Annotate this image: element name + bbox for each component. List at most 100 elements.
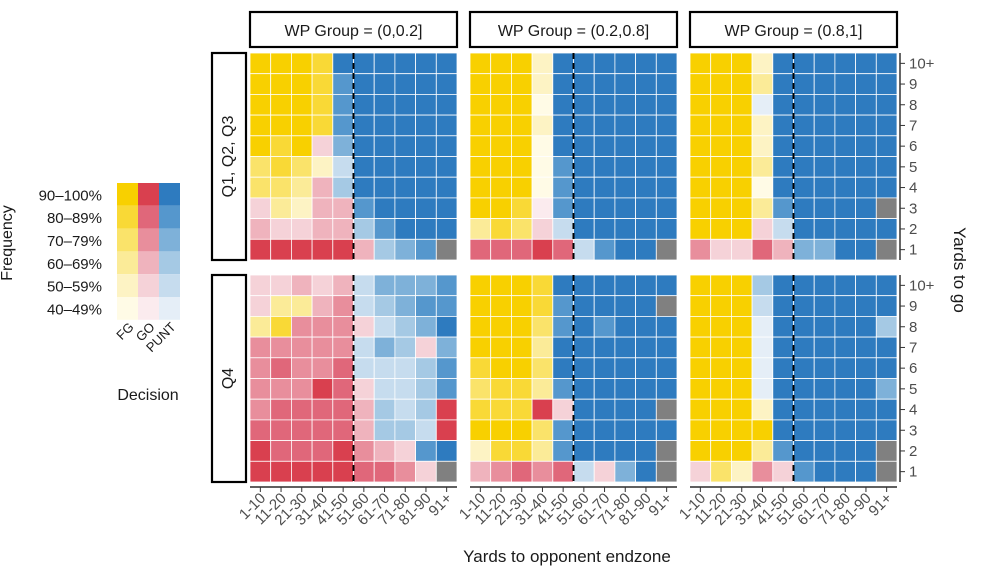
heat-cell: [490, 176, 512, 199]
heat-cell: [635, 398, 657, 421]
heat-cell: [689, 398, 712, 421]
heat-cell: [415, 94, 437, 116]
y-tick-label: 2: [909, 221, 917, 238]
heat-cell: [751, 238, 774, 261]
heat-cell: [689, 378, 712, 400]
heat-cell: [614, 440, 637, 462]
heat-cell: [772, 274, 794, 297]
x-tick-label: 91+: [865, 490, 895, 520]
heat-cell: [249, 238, 272, 261]
heat-cell: [751, 218, 774, 240]
heat-cell: [435, 295, 458, 317]
strip-box: [210, 273, 248, 484]
heat-cell: [731, 52, 753, 75]
heat-cell: [689, 419, 712, 441]
heat-cell: [490, 73, 512, 95]
heat-cell: [635, 176, 657, 199]
legend-swatch: [159, 274, 180, 297]
heat-cell: [751, 460, 774, 483]
legend-swatch: [159, 183, 180, 206]
heat-cell: [772, 378, 794, 400]
heat-cell: [751, 114, 774, 137]
legend-swatch: [159, 205, 180, 229]
heat-cell: [249, 460, 272, 483]
heat-cell: [689, 295, 712, 317]
heat-cell: [469, 73, 492, 95]
heat-cell: [793, 357, 815, 379]
heat-cell: [655, 176, 678, 199]
heat-cell: [249, 295, 272, 317]
legend-bin-label: 70–79%: [47, 233, 102, 250]
heat-cell: [875, 197, 898, 219]
heat-cell: [332, 238, 354, 261]
heat-cell: [710, 238, 732, 261]
heat-cell: [290, 419, 313, 441]
y-tick-label: 5: [909, 381, 917, 398]
heat-cell: [855, 460, 877, 483]
heat-cell: [353, 135, 375, 157]
heat-cell: [353, 440, 375, 462]
heat-cell: [552, 440, 574, 462]
heat-cell: [373, 440, 396, 462]
heat-cell: [270, 440, 292, 462]
heat-cell: [353, 156, 375, 178]
heat-cell: [552, 73, 574, 95]
heat-cell: [290, 94, 313, 116]
heat-cell: [593, 357, 616, 379]
x-axis-title: Yards to opponent endzone: [463, 547, 671, 566]
heat-cell: [490, 295, 512, 317]
heat-cell: [311, 176, 334, 199]
heat-cell: [394, 460, 416, 483]
heat-cell: [731, 460, 753, 483]
heat-cell: [332, 218, 354, 240]
heat-cell: [373, 295, 396, 317]
heat-cell: [593, 238, 616, 261]
heat-cell: [614, 274, 637, 297]
heat-cell: [875, 94, 898, 116]
heat-cell: [311, 295, 334, 317]
heat-cell: [415, 238, 437, 261]
heat-cell: [593, 73, 616, 95]
x-axis: 1-1011-2021-3031-4041-5051-6061-7071-808…: [236, 486, 457, 529]
heat-cell: [614, 315, 637, 338]
heat-cell: [270, 398, 292, 421]
y-tick-label: 9: [909, 76, 917, 93]
heat-cell: [311, 315, 334, 338]
heat-cell: [510, 336, 533, 359]
heat-cell: [573, 460, 595, 483]
heat-cell: [270, 378, 292, 400]
heat-cell: [573, 94, 595, 116]
heat-cell: [373, 460, 396, 483]
heat-cell: [813, 460, 836, 483]
heat-cell: [290, 295, 313, 317]
heat-cell: [270, 135, 292, 157]
heat-cell: [311, 197, 334, 219]
heat-cell: [813, 315, 836, 338]
panel-1-0: [249, 274, 458, 483]
heat-cell: [614, 238, 637, 261]
heat-cell: [689, 238, 712, 261]
heat-cell: [793, 73, 815, 95]
heat-cell: [353, 295, 375, 317]
heat-cell: [751, 176, 774, 199]
heat-cell: [793, 295, 815, 317]
heat-cell: [290, 176, 313, 199]
heat-cell: [834, 378, 857, 400]
heat-cell: [593, 315, 616, 338]
heat-cell: [510, 176, 533, 199]
heat-cell: [353, 176, 375, 199]
heat-cell: [469, 295, 492, 317]
legend-swatch: [117, 274, 138, 297]
heat-cell: [332, 336, 354, 359]
heat-cell: [731, 274, 753, 297]
heat-cell: [249, 156, 272, 178]
heat-cell: [490, 52, 512, 75]
heat-cell: [373, 94, 396, 116]
heat-cell: [751, 357, 774, 379]
heat-cell: [834, 218, 857, 240]
heat-cell: [614, 419, 637, 441]
heat-cell: [573, 315, 595, 338]
heat-cell: [415, 460, 437, 483]
heat-cell: [834, 94, 857, 116]
